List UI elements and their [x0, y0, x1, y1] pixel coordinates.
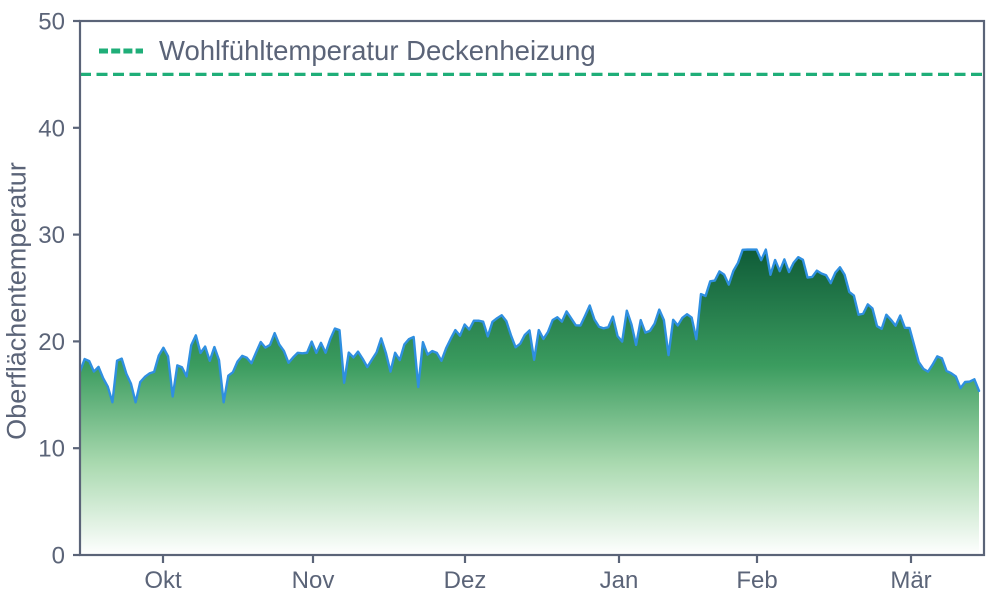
- svg-text:Feb: Feb: [736, 567, 777, 594]
- svg-text:0: 0: [52, 543, 65, 570]
- svg-text:Dez: Dez: [444, 567, 487, 594]
- svg-text:10: 10: [38, 436, 65, 463]
- svg-text:30: 30: [38, 222, 65, 249]
- svg-text:20: 20: [38, 329, 65, 356]
- svg-text:50: 50: [38, 9, 65, 36]
- svg-text:Nov: Nov: [292, 567, 335, 594]
- svg-text:40: 40: [38, 115, 65, 142]
- svg-text:Okt: Okt: [144, 567, 182, 594]
- svg-text:Mär: Mär: [890, 567, 931, 594]
- svg-text:Wohlfühltemperatur Deckenheizu: Wohlfühltemperatur Deckenheizung: [159, 35, 596, 66]
- svg-text:Jan: Jan: [600, 567, 639, 594]
